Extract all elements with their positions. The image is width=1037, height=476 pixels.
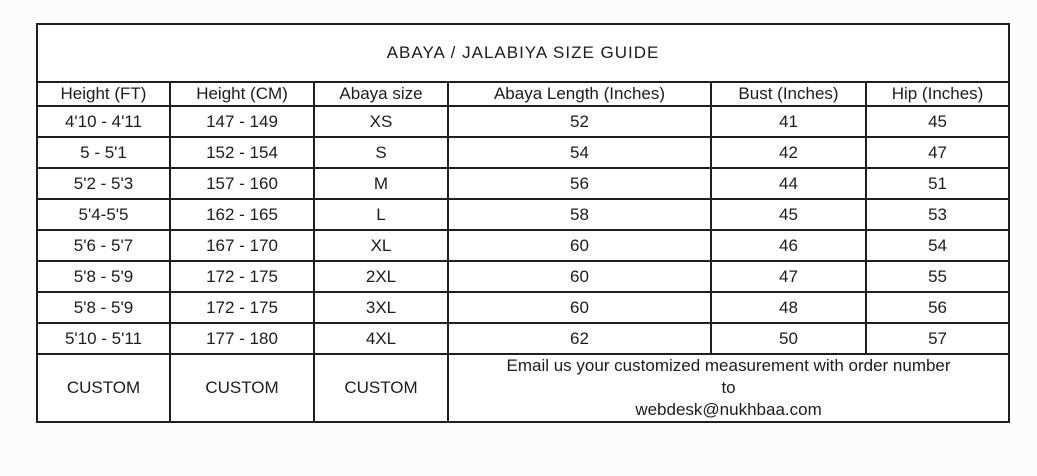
size-guide-table: ABAYA / JALABIYA SIZE GUIDE Height (FT) … (35, 23, 1011, 423)
table-row-xl: 5'6 - 5'7 167 - 170 XL 60 46 54 (36, 229, 1011, 262)
cell-height-ft: 5'4-5'5 (36, 198, 171, 231)
cell-abaya-length: 60 (447, 260, 712, 293)
cell-hip: 57 (864, 322, 1011, 355)
cell-height-cm: 147 - 149 (169, 105, 315, 138)
cell-abaya-length: 62 (447, 322, 712, 355)
column-header-height-cm: Height (CM) (169, 81, 315, 107)
size-guide-sheet: ABAYA / JALABIYA SIZE GUIDE Height (FT) … (35, 23, 1011, 423)
cell-abaya-size: 3XL (313, 291, 449, 324)
cell-height-cm: 177 - 180 (169, 322, 315, 355)
cell-bust: 41 (710, 105, 867, 138)
table-row-3xl: 5'8 - 5'9 172 - 175 3XL 60 48 56 (36, 291, 1011, 324)
cell-height-cm: 172 - 175 (169, 291, 315, 324)
cell-abaya-size: M (313, 167, 449, 200)
cell-hip: 53 (864, 198, 1011, 231)
contact-email: webdesk@nukhbaa.com (635, 400, 822, 419)
cell-hip: 47 (864, 136, 1011, 169)
custom-measurement-note: Email us your customized measurement wit… (446, 353, 1011, 423)
column-header-hip: Hip (Inches) (864, 81, 1011, 107)
cell-abaya-size: XS (313, 105, 449, 138)
cell-height-cm: 167 - 170 (169, 229, 315, 262)
custom-cell-height-ft: CUSTOM (36, 353, 171, 423)
cell-hip: 51 (864, 167, 1011, 200)
note-line: to (721, 378, 736, 397)
cell-abaya-length: 60 (447, 229, 712, 262)
cell-height-ft: 5'10 - 5'11 (36, 322, 171, 355)
cell-height-cm: 172 - 175 (169, 260, 315, 293)
cell-height-ft: 5'8 - 5'9 (36, 291, 171, 324)
cell-height-ft: 5 - 5'1 (36, 136, 171, 169)
cell-height-ft: 5'2 - 5'3 (36, 167, 171, 200)
table-row-xs: 4'10 - 4'11 147 - 149 XS 52 41 45 (36, 105, 1011, 138)
cell-bust: 48 (710, 291, 867, 324)
cell-abaya-length: 56 (447, 167, 712, 200)
cell-height-ft: 4'10 - 4'11 (36, 105, 171, 138)
cell-abaya-length: 60 (447, 291, 712, 324)
table-row-s: 5 - 5'1 152 - 154 S 54 42 47 (36, 136, 1011, 169)
cell-bust: 50 (710, 322, 867, 355)
cell-height-cm: 157 - 160 (169, 167, 315, 200)
cell-abaya-length: 58 (447, 198, 712, 231)
cell-hip: 54 (864, 229, 1011, 262)
cell-hip: 56 (864, 291, 1011, 324)
cell-hip: 55 (864, 260, 1011, 293)
column-header-abaya-length: Abaya Length (Inches) (447, 81, 712, 107)
cell-abaya-length: 52 (447, 105, 712, 138)
cell-abaya-size: XL (313, 229, 449, 262)
custom-cell-height-cm: CUSTOM (169, 353, 315, 423)
cell-height-cm: 152 - 154 (169, 136, 315, 169)
column-header-abaya-size: Abaya size (313, 81, 449, 107)
cell-abaya-size: L (313, 198, 449, 231)
cell-bust: 47 (710, 260, 867, 293)
table-row-4xl: 5'10 - 5'11 177 - 180 4XL 62 50 57 (36, 322, 1011, 355)
cell-hip: 45 (864, 105, 1011, 138)
custom-row: CUSTOM CUSTOM CUSTOM Email us your custo… (36, 353, 1011, 423)
cell-bust: 45 (710, 198, 867, 231)
cell-bust: 42 (710, 136, 867, 169)
cell-height-cm: 162 - 165 (169, 198, 315, 231)
cell-height-ft: 5'6 - 5'7 (36, 229, 171, 262)
cell-height-ft: 5'8 - 5'9 (36, 260, 171, 293)
cell-abaya-size: S (313, 136, 449, 169)
cell-bust: 44 (710, 167, 867, 200)
cell-abaya-length: 54 (447, 136, 712, 169)
cell-bust: 46 (710, 229, 867, 262)
column-header-height-ft: Height (FT) (36, 81, 171, 107)
title-row: ABAYA / JALABIYA SIZE GUIDE (35, 23, 1011, 83)
column-header-bust: Bust (Inches) (710, 81, 867, 107)
table-row-m: 5'2 - 5'3 157 - 160 M 56 44 51 (36, 167, 1011, 200)
custom-cell-abaya-size: CUSTOM (313, 353, 449, 423)
cell-abaya-size: 2XL (313, 260, 449, 293)
table-row-2xl: 5'8 - 5'9 172 - 175 2XL 60 47 55 (36, 260, 1011, 293)
table-row-l: 5'4-5'5 162 - 165 L 58 45 53 (36, 198, 1011, 231)
note-line: Email us your customized measurement wit… (506, 356, 951, 375)
cell-abaya-size: 4XL (313, 322, 449, 355)
page-title: ABAYA / JALABIYA SIZE GUIDE (35, 23, 1011, 83)
header-row: Height (FT) Height (CM) Abaya size Abaya… (36, 81, 1011, 107)
